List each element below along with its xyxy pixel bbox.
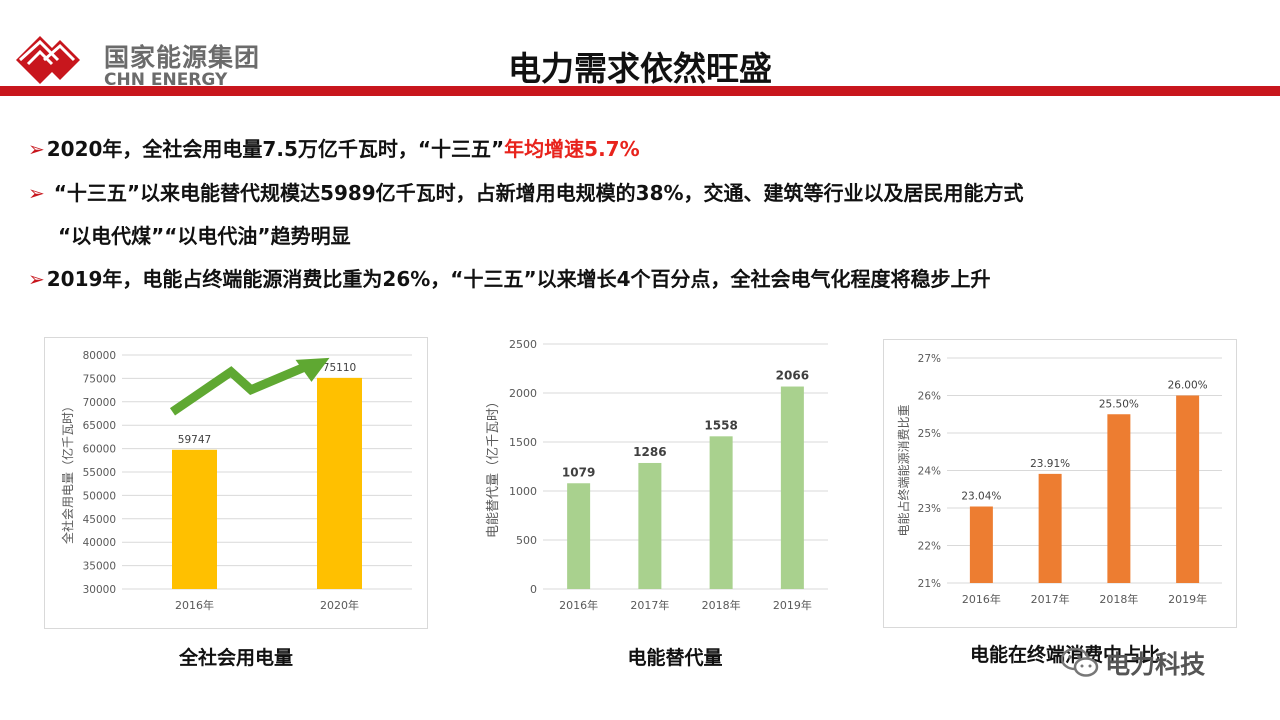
x-tick-label-substitution-2: 2018年 (702, 598, 741, 612)
y-tick-label-substitution: 1000 (509, 485, 537, 498)
x-tick-label-substitution-0: 2016年 (559, 598, 598, 612)
y-tick-label-substitution: 1500 (509, 436, 537, 449)
bullet-text: “十三五”以来电能替代规模达5989亿千瓦时，占新增用电规模的38%，交通、建筑… (53, 181, 1024, 205)
x-tick-label-substitution-1: 2017年 (630, 598, 669, 612)
chn-energy-logo (16, 36, 80, 84)
x-tick-label-share-3: 2019年 (1168, 592, 1207, 606)
y-tick-label-consumption: 30000 (83, 584, 116, 596)
x-tick-label-substitution-3: 2019年 (773, 598, 812, 612)
data-label-share-3: 26.00% (1168, 380, 1208, 392)
logo-english-name: CHN ENERGY (104, 70, 228, 90)
y-tick-label-consumption: 50000 (83, 490, 116, 502)
data-label-consumption-0: 59747 (178, 434, 211, 446)
y-tick-label-share: 22% (918, 541, 941, 553)
header-divider (0, 86, 1280, 96)
chart-caption-substitution: 电能替代量 (627, 647, 723, 669)
y-tick-label-consumption: 40000 (83, 537, 116, 549)
bullet-electrification: ➢ 2019年，电能占终端能源消费比重为26%，“十三五”以来增长4个百分点，全社… (28, 263, 991, 292)
watermark-text: 电力科技 (1105, 650, 1206, 679)
growth-arrowhead-icon (295, 357, 330, 382)
bullet-arrow-icon: ➢ (28, 181, 45, 205)
y-tick-label-share: 27% (918, 353, 941, 365)
y-axis-title-substitution: 电能替代量（亿千瓦时） (486, 395, 501, 538)
bar-consumption-1 (317, 377, 362, 589)
y-axis-title-consumption: 全社会用电量（亿千瓦时） (60, 400, 75, 544)
bullet-arrow-icon: ➢ (28, 137, 45, 161)
data-label-share-0: 23.04% (961, 491, 1001, 503)
y-tick-label-consumption: 75000 (83, 373, 116, 385)
chart-caption-consumption: 全社会用电量 (178, 647, 293, 669)
y-tick-label-share: 24% (918, 466, 941, 478)
data-label-substitution-1: 1286 (633, 445, 666, 459)
y-tick-label-substitution: 2500 (509, 338, 537, 351)
y-tick-label-consumption: 70000 (83, 397, 116, 409)
bar-substitution-2 (709, 436, 733, 589)
x-tick-label-share-2: 2018年 (1099, 592, 1138, 606)
y-tick-label-substitution: 0 (530, 583, 537, 596)
bullet-highlight: 年均增速5.7% (504, 137, 640, 161)
bullet-arrow-icon: ➢ (28, 267, 45, 291)
bullet-substitution-line2: “以电代煤”“以电代油”趋势明显 (58, 224, 351, 248)
data-label-substitution-2: 1558 (704, 418, 737, 432)
data-label-consumption-1: 75110 (323, 362, 356, 374)
data-label-share-2: 25.50% (1099, 398, 1139, 410)
bar-share-3 (1176, 395, 1200, 583)
y-tick-label-share: 25% (918, 428, 941, 440)
y-tick-label-share: 26% (918, 391, 941, 403)
wechat-watermark: 电力科技 (1060, 645, 1205, 685)
bullet-substitution: ➢ “十三五”以来电能替代规模达5989亿千瓦时，占新增用电规模的38%，交通、… (28, 177, 1024, 206)
logo-chinese-name: 国家能源集团 (104, 43, 261, 72)
bar-substitution-0 (567, 483, 591, 589)
y-tick-label-consumption: 65000 (83, 420, 116, 432)
growth-arrow-icon (169, 361, 310, 416)
y-tick-label-consumption: 55000 (83, 467, 116, 479)
x-tick-label-consumption-1: 2020年 (320, 598, 359, 612)
bullet-text: 2019年，电能占终端能源消费比重为26%，“十三五”以来增长4个百分点，全社会… (46, 267, 991, 291)
data-label-share-1: 23.91% (1030, 458, 1070, 470)
bar-share-0 (969, 506, 993, 583)
y-tick-label-consumption: 60000 (83, 444, 116, 456)
chart-caption-share: 电能在终端消费中占比 (969, 644, 1160, 666)
bar-substitution-3 (780, 386, 804, 589)
x-tick-label-consumption-0: 2016年 (175, 598, 214, 612)
y-tick-label-substitution: 500 (516, 534, 537, 547)
bar-substitution-1 (638, 462, 662, 589)
y-tick-label-substitution: 2000 (509, 387, 537, 400)
y-tick-label-share: 23% (918, 503, 941, 515)
y-tick-label-consumption: 35000 (83, 561, 116, 573)
wechat-icon (1060, 647, 1099, 677)
bullet-text: 2020年，全社会用电量7.5万亿千瓦时，“十三五” (46, 137, 505, 161)
bar-share-2 (1107, 414, 1131, 583)
y-axis-title-share: 电能占终端能源消费比重 (896, 404, 911, 536)
y-tick-label-consumption: 45000 (83, 514, 116, 526)
y-tick-label-consumption: 80000 (83, 350, 116, 362)
chart-frame-consumption (44, 337, 428, 629)
bar-consumption-0 (172, 449, 217, 589)
bar-share-1 (1038, 473, 1062, 583)
x-tick-label-share-0: 2016年 (962, 592, 1001, 606)
data-label-substitution-0: 1079 (562, 465, 595, 479)
bullet-electricity-consumption: ➢ 2020年，全社会用电量7.5万亿千瓦时，“十三五”年均增速5.7% (28, 133, 640, 162)
page-title: 电力需求依然旺盛 (508, 49, 772, 88)
data-label-substitution-3: 2066 (776, 369, 809, 383)
y-tick-label-share: 21% (918, 578, 941, 590)
x-tick-label-share-1: 2017年 (1031, 592, 1070, 606)
